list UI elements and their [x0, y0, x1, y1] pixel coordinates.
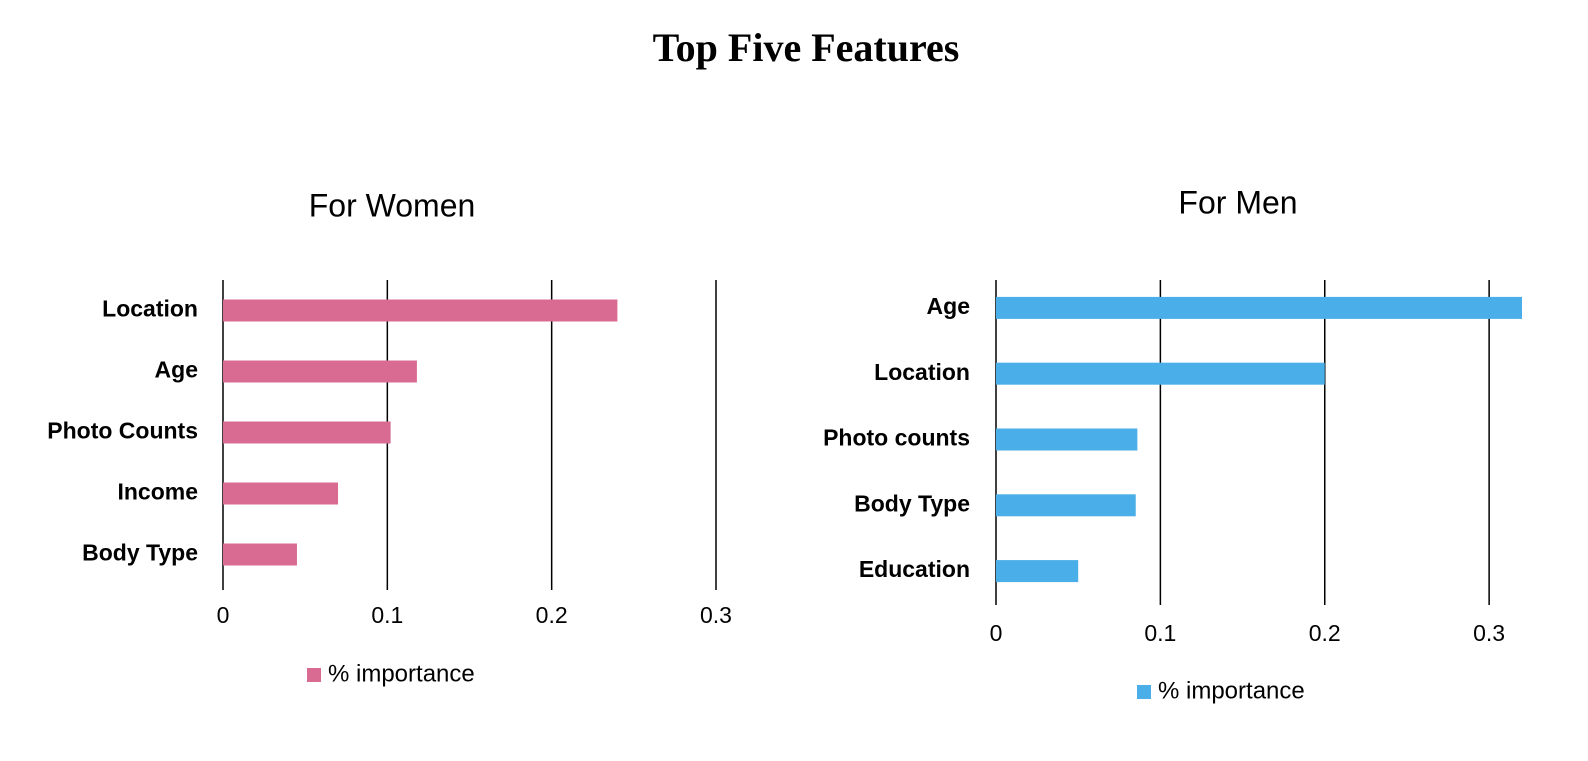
x-tick-label: 0.3	[1473, 620, 1505, 646]
legend-label: % importance	[1158, 677, 1305, 704]
page-title: Top Five Features	[653, 25, 960, 70]
bar	[223, 360, 417, 383]
category-label: Location	[102, 296, 198, 322]
bar	[223, 482, 339, 505]
bar	[996, 560, 1079, 583]
category-label: Age	[155, 357, 198, 383]
legend-swatch	[307, 668, 321, 682]
chart-title: For Women	[309, 187, 476, 223]
category-label: Education	[859, 556, 970, 582]
category-label: Photo counts	[823, 425, 970, 451]
category-label: Age	[927, 293, 970, 319]
category-label: Photo Counts	[47, 418, 198, 444]
category-label: Body Type	[82, 540, 198, 566]
x-tick-label: 0.1	[1144, 620, 1176, 646]
bar	[996, 428, 1138, 451]
bar	[996, 362, 1325, 385]
bar	[223, 299, 618, 322]
chart-title: For Men	[1178, 184, 1297, 220]
x-tick-label: 0.3	[700, 602, 732, 628]
category-label: Body Type	[854, 490, 970, 516]
x-tick-label: 0.1	[371, 602, 403, 628]
x-tick-label: 0	[217, 602, 230, 628]
category-label: Income	[117, 479, 198, 505]
x-tick-label: 0	[990, 620, 1003, 646]
x-tick-label: 0.2	[1309, 620, 1341, 646]
bar	[223, 543, 297, 566]
bar	[223, 421, 391, 444]
legend-label: % importance	[328, 660, 475, 687]
category-label: Location	[874, 359, 970, 385]
legend-swatch	[1137, 685, 1151, 699]
x-tick-label: 0.2	[536, 602, 568, 628]
bar	[996, 296, 1522, 319]
bar	[996, 494, 1136, 517]
